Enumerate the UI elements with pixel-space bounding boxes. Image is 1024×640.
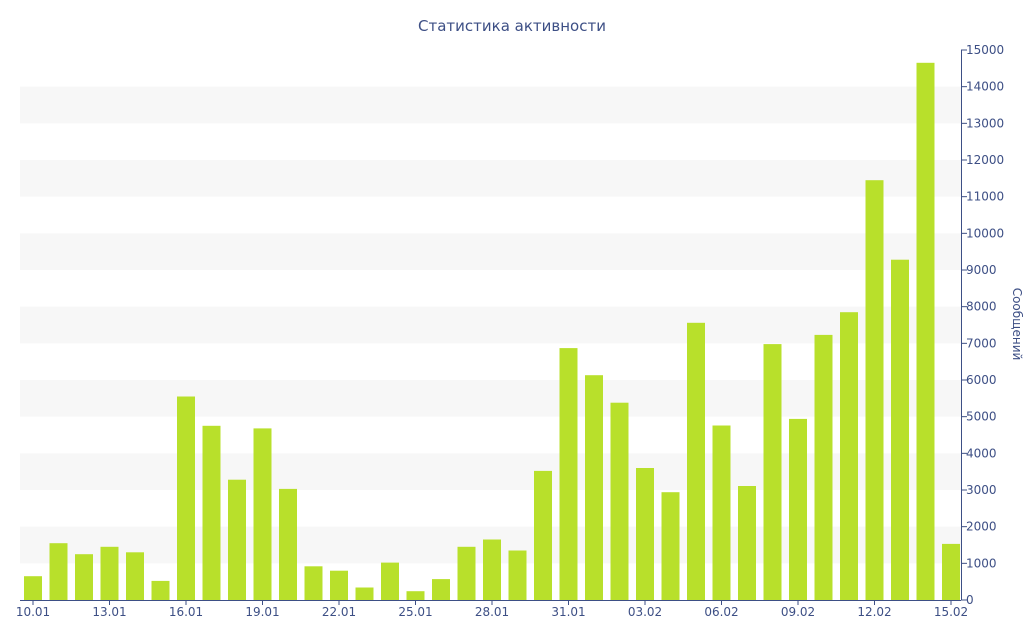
grid-band <box>20 306 961 344</box>
x-tick-label-10.01: 10.01 <box>16 605 50 619</box>
y-tick-label-12000: 12000 <box>966 153 1004 167</box>
bar-09.02 <box>789 418 807 600</box>
y-tick-label-10000: 10000 <box>966 226 1004 240</box>
bar-11.01 <box>49 543 68 600</box>
x-tick-label-03.02: 03.02 <box>628 605 662 619</box>
bar-30.01 <box>534 470 552 600</box>
grid-band <box>20 160 961 197</box>
chart-title: Статистика активности <box>418 17 606 35</box>
bar-31.01 <box>559 348 578 600</box>
bar-07.02 <box>738 486 756 600</box>
bar-24.01 <box>381 562 399 600</box>
x-tick-label-09.02: 09.02 <box>781 605 815 619</box>
grid-band <box>20 86 961 124</box>
y-tick-label-13000: 13000 <box>966 116 1004 130</box>
bar-15.01 <box>151 580 170 600</box>
y-tick-label-2000: 2000 <box>966 520 997 534</box>
bar-27.01 <box>457 546 476 600</box>
y-tick-label-6000: 6000 <box>966 373 997 387</box>
y-axis: 0 1000 2000 3000 4000 5000 6000 7000 8000 9000 100… <box>961 43 1004 607</box>
y-tick-label-14000: 14000 <box>966 80 1004 94</box>
x-axis: 10.01 13.01 16.01 19.01 22.01 25.01 28.01 31.01… <box>16 600 968 619</box>
y-tick-label-1000: 1000 <box>966 556 997 570</box>
y-tick-label-15000: 15000 <box>966 43 1004 57</box>
y-tick-label-9000: 9000 <box>966 263 997 277</box>
bar-13.02 <box>891 259 909 600</box>
y-tick-label-0: 0 <box>966 593 974 607</box>
bar-13.01 <box>100 546 119 600</box>
grid-band <box>20 380 961 417</box>
bar-06.02 <box>712 425 731 600</box>
x-tick-label-19.01: 19.01 <box>245 605 279 619</box>
x-tick-label-25.01: 25.01 <box>398 605 432 619</box>
bar-02.02 <box>610 402 629 600</box>
bar-01.02 <box>585 375 603 600</box>
bar-19.01 <box>253 428 272 600</box>
x-tick-label-15.02: 15.02 <box>934 605 968 619</box>
bar-26.01 <box>432 579 450 600</box>
y-tick-label-3000: 3000 <box>966 483 997 497</box>
bar-04.02 <box>661 492 680 600</box>
bar-22.01 <box>330 570 348 600</box>
bar-29.01 <box>508 550 527 600</box>
bar-28.01 <box>483 539 501 600</box>
y-tick-label-4000: 4000 <box>966 446 997 460</box>
x-tick-label-12.02: 12.02 <box>857 605 891 619</box>
bar-08.02 <box>763 344 782 600</box>
bars-group <box>24 62 960 601</box>
bar-12.01 <box>75 554 93 600</box>
bar-12.02 <box>865 180 884 600</box>
y-axis-title: Сообщений <box>1010 288 1024 361</box>
x-tick-label-13.01: 13.01 <box>92 605 126 619</box>
bar-10.01 <box>24 576 42 600</box>
grid-band <box>20 233 961 270</box>
y-tick-label-11000: 11000 <box>966 190 1004 204</box>
x-tick-label-31.01: 31.01 <box>551 605 585 619</box>
bar-25.01 <box>406 591 425 600</box>
y-tick-label-5000: 5000 <box>966 410 997 424</box>
x-tick-label-06.02: 06.02 <box>704 605 738 619</box>
bar-11.02 <box>840 312 858 600</box>
bar-10.02 <box>814 334 833 600</box>
bar-16.01 <box>177 396 195 600</box>
bar-17.01 <box>202 425 221 600</box>
x-tick-label-22.01: 22.01 <box>322 605 356 619</box>
x-tick-label-28.01: 28.01 <box>475 605 509 619</box>
bar-14.02 <box>916 62 935 601</box>
bar-23.01 <box>355 587 374 600</box>
y-tick-label-7000: 7000 <box>966 336 997 350</box>
bar-14.01 <box>126 552 144 600</box>
bar-05.02 <box>687 322 705 600</box>
bar-18.01 <box>228 479 246 600</box>
bar-21.01 <box>304 566 323 600</box>
y-tick-label-8000: 8000 <box>966 300 997 314</box>
bar-15.02 <box>942 543 960 600</box>
bar-20.01 <box>279 488 297 600</box>
bar-03.02 <box>636 468 654 600</box>
x-tick-label-16.01: 16.01 <box>169 605 203 619</box>
